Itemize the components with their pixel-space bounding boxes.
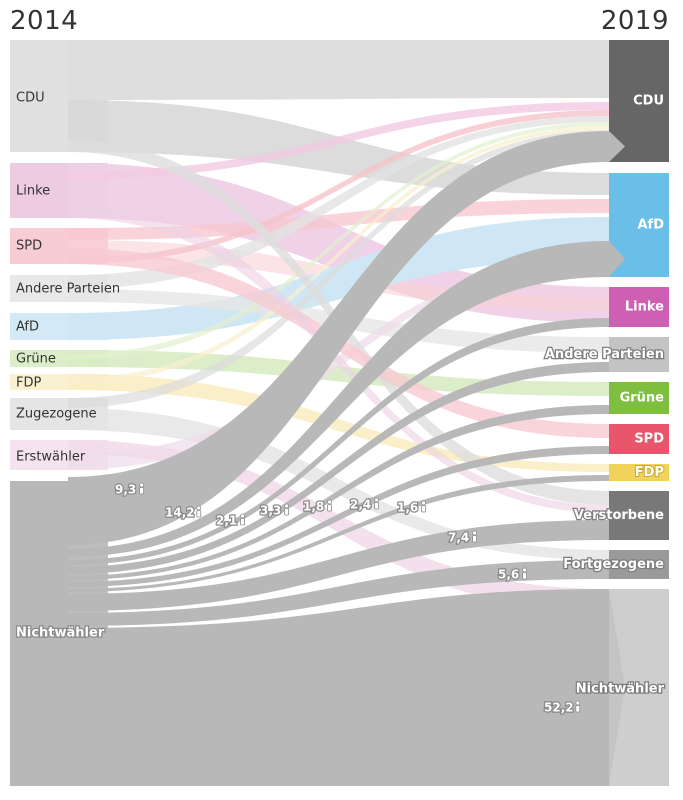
person-icon [240, 513, 246, 526]
person-icon [472, 530, 478, 543]
background-flow [68, 122, 609, 360]
person-icon [421, 500, 427, 513]
right-node-fdp [609, 464, 669, 481]
background-flow [68, 130, 609, 408]
person-icon [522, 567, 527, 580]
left-label-erstwaehler: Erstwähler [16, 450, 86, 465]
background-flow [68, 40, 609, 100]
flow-arrow [609, 241, 625, 277]
right-node-spd [609, 424, 669, 454]
background-flow [68, 110, 609, 264]
end-year: 2019 [600, 6, 669, 36]
flow-value-fortgezogene: 5,6 [497, 566, 527, 583]
flow-value-verstorbene: 7,4 [447, 529, 478, 546]
person-icon [196, 505, 202, 518]
flow-value-text: 14,2 [165, 506, 195, 520]
flow-value-text: 1,6 [397, 501, 418, 515]
flow-value-spd: 2,4 [349, 496, 380, 513]
background-flow [68, 408, 609, 560]
person-icon [575, 700, 581, 713]
right-label-verstorbene: Verstorbene [574, 508, 664, 523]
background-flow [68, 126, 609, 384]
person-icon [284, 503, 290, 516]
left-label-fdp: FDP [16, 376, 41, 391]
flow-arrow [609, 131, 625, 162]
nichtwaehler-flow-to-verstorbene [68, 520, 609, 611]
start-year: 2014 [10, 6, 79, 36]
right-label-cdu: CDU [633, 94, 664, 109]
right-node-fortgezogene [609, 550, 669, 579]
person-icon [327, 499, 333, 512]
background-flow [68, 440, 609, 611]
flow-arrow [609, 589, 625, 786]
flow-value-text: 52,2 [544, 701, 574, 715]
right-node-linke [609, 287, 669, 327]
nichtwaehler-flow-to-linke [68, 318, 609, 565]
right-label-afd: AfD [637, 218, 664, 233]
nichtwaehler-flow-to-fdp [68, 475, 609, 592]
background-flow [68, 217, 609, 340]
nichtwaehler-flow-to-gruene [68, 405, 609, 580]
flow-value-text: 9,3 [115, 483, 136, 497]
person-icon [139, 482, 145, 495]
left-label-cdu: CDU [16, 91, 45, 106]
flow-value-text: 2,1 [216, 514, 237, 528]
flow-value-gruene: 1,8 [302, 498, 333, 515]
left-label-zugezogene: Zugezogene [16, 407, 97, 422]
flow-value-fdp: 1,6 [396, 499, 427, 516]
nichtwaehler-flow-to-fortgezogene [68, 560, 609, 626]
left-label-nichtwaehler: Nichtwähler [16, 626, 105, 641]
left-node-nichtwaehler-block [10, 481, 68, 786]
flow-value-cdu: 9,3 [114, 481, 145, 498]
nichtwaehler-flow-to-afd [68, 241, 609, 557]
flow-value-andere-parteien: 3,3 [259, 502, 290, 519]
nichtwaehler-flow-to-spd [68, 446, 609, 587]
background-flow [68, 203, 609, 513]
background-flow [68, 116, 609, 289]
right-label-linke: Linke [625, 300, 664, 315]
background-flow [68, 102, 609, 179]
left-label-spd: SPD [16, 239, 42, 254]
left-label-linke: Linke [16, 184, 50, 199]
background-flow [68, 199, 609, 240]
flow-value-text: 1,8 [303, 500, 324, 514]
background-flow [68, 374, 609, 472]
flow-value-text: 7,4 [448, 531, 469, 545]
nichtwaehler-flow-to-cdu [68, 131, 609, 545]
flow-value-afd: 14,2 [164, 504, 202, 521]
flow-value-nichtwaehler: 52,2 [543, 699, 581, 716]
right-node-gruene [609, 382, 669, 414]
left-label-andere-parteien: Andere Parteien [16, 282, 120, 297]
flow-value-linke: 2,1 [215, 512, 246, 529]
right-node-andere-parteien [609, 337, 669, 372]
flow-value-text: 3,3 [260, 504, 281, 518]
flow-value-text: 5,6 [498, 568, 519, 582]
right-label-nichtwaehler: Nichtwähler [576, 682, 665, 697]
right-node-verstorbene [609, 491, 669, 540]
right-label-gruene: Grüne [620, 391, 665, 406]
right-label-andere-parteien: Andere Parteien [545, 347, 664, 362]
left-label-afd: AfD [16, 320, 39, 335]
left-label-gruene: Grüne [16, 352, 56, 367]
nichtwaehler-flow-to-andere-parteien [68, 362, 609, 574]
right-label-fortgezogene: Fortgezogene [563, 557, 664, 572]
right-label-spd: SPD [634, 432, 664, 447]
right-label-fdp: FDP [635, 465, 664, 480]
flow-value-text: 2,4 [350, 498, 371, 512]
nichtwaehler-flow-to-nichtwaehler [10, 589, 609, 786]
person-icon [374, 497, 380, 510]
